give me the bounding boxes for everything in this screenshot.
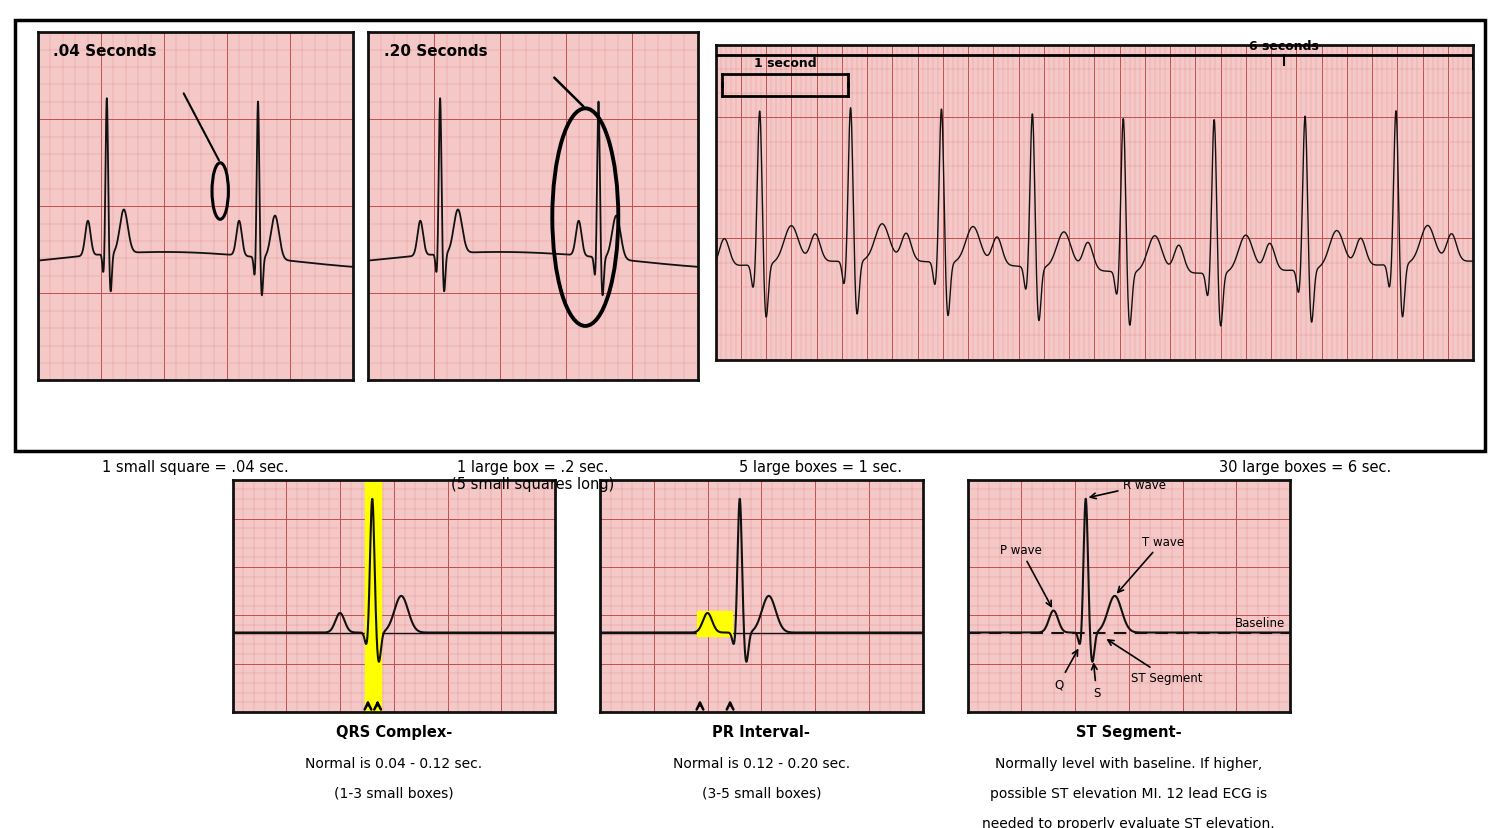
Bar xyxy=(364,480,381,712)
Text: (3-5 small boxes): (3-5 small boxes) xyxy=(702,786,820,800)
Text: needed to properly evaluate ST elevation.: needed to properly evaluate ST elevation… xyxy=(982,816,1275,828)
Text: possible ST elevation MI. 12 lead ECG is: possible ST elevation MI. 12 lead ECG is xyxy=(990,786,1268,800)
Text: ST Segment-: ST Segment- xyxy=(1076,724,1182,739)
Text: 1 second: 1 second xyxy=(753,57,816,70)
Text: Normal is 0.12 - 0.20 sec.: Normal is 0.12 - 0.20 sec. xyxy=(672,756,850,770)
Text: Baseline: Baseline xyxy=(1234,616,1284,629)
Text: 6 seconds: 6 seconds xyxy=(1248,40,1318,53)
Text: Normal is 0.04 - 0.12 sec.: Normal is 0.04 - 0.12 sec. xyxy=(304,756,483,770)
Text: PR Interval-: PR Interval- xyxy=(712,724,810,739)
Text: 1 large box = .2 sec.
(5 small squares long): 1 large box = .2 sec. (5 small squares l… xyxy=(452,460,614,492)
Text: T wave: T wave xyxy=(1118,535,1184,593)
Text: QRS Complex-: QRS Complex- xyxy=(336,724,452,739)
Text: .20 Seconds: .20 Seconds xyxy=(384,44,488,59)
Text: (1-3 small boxes): (1-3 small boxes) xyxy=(334,786,453,800)
Text: Q: Q xyxy=(1054,650,1077,691)
Text: P wave: P wave xyxy=(999,543,1051,607)
Text: ST Segment: ST Segment xyxy=(1108,640,1203,685)
Text: 30 large boxes = 6 sec.: 30 large boxes = 6 sec. xyxy=(1220,460,1391,474)
Text: 1 small square = .04 sec.: 1 small square = .04 sec. xyxy=(102,460,288,474)
Text: .04 Seconds: .04 Seconds xyxy=(54,44,156,59)
Text: 5 large boxes = 1 sec.: 5 large boxes = 1 sec. xyxy=(740,460,902,474)
Text: Normally level with baseline. If higher,: Normally level with baseline. If higher, xyxy=(994,756,1263,770)
Bar xyxy=(696,611,732,637)
Text: R wave: R wave xyxy=(1090,479,1167,499)
Text: S: S xyxy=(1092,664,1100,699)
